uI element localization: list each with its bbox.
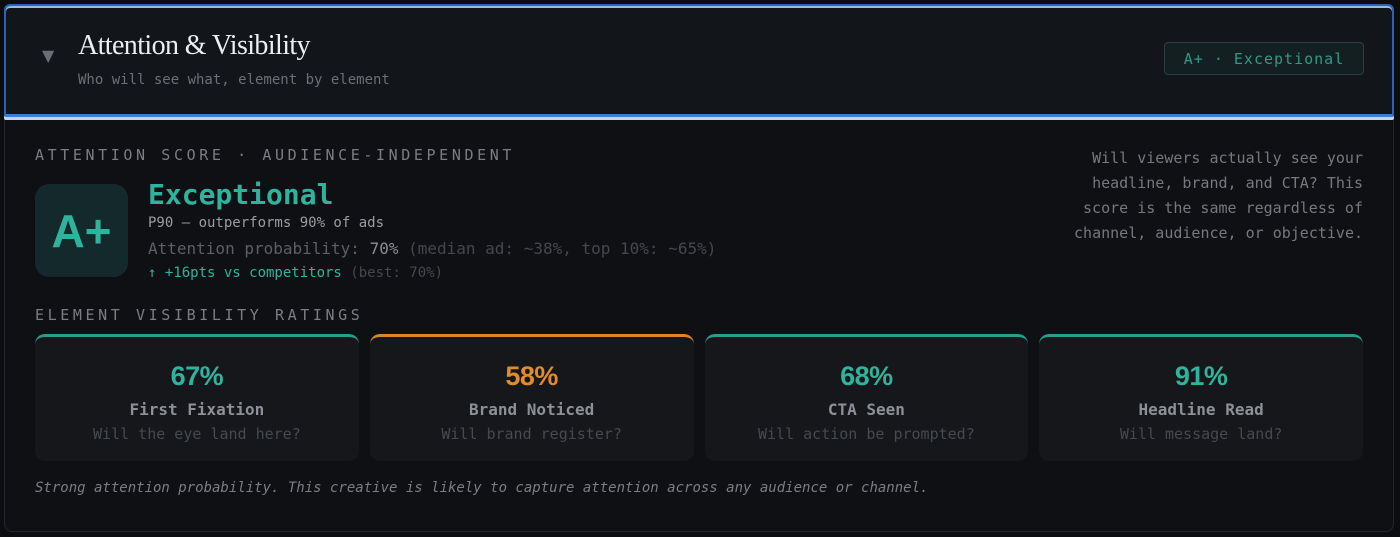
grade-badge: A+ · Exceptional [1164,42,1364,75]
rating-question: Will brand register? [441,425,622,443]
score-rating: Exceptional [148,178,334,211]
score-explanation: Will viewers actually see your headline,… [1074,149,1363,242]
rating-tile-headline-read[interactable]: 91% Headline Read Will message land? [1039,334,1363,461]
attention-probability: Attention probability: 70% (median ad: ~… [148,239,716,258]
rating-question: Will the eye land here? [93,425,301,443]
probability-value: 70% [369,239,399,258]
competitor-best: (best: 70%) [341,265,444,281]
rating-question: Will action be prompted? [758,425,975,443]
probability-context: (median ad: ~38%, top 10%: ~65%) [398,239,717,258]
section-subtitle: Who will see what, element by element [78,72,390,88]
element-ratings-label: ELEMENT VISIBILITY RATINGS [35,306,364,324]
rating-value: 91% [1174,361,1228,391]
collapse-chevron-icon[interactable]: ▼ [42,46,55,65]
rating-name: CTA Seen [827,400,905,419]
competitor-delta: ↑ +16pts vs competitors [148,265,342,281]
rating-value: 58% [505,361,558,391]
rating-name: Headline Read [1138,400,1264,419]
rating-tile-cta-seen[interactable]: 68% CTA Seen Will action be prompted? [704,334,1029,461]
rating-value: 68% [840,361,893,391]
rating-question: Will message land? [1119,425,1283,443]
rating-tile-first-fixation[interactable]: 67% First Fixation Will the eye land her… [35,334,359,461]
section-title: Attention & Visibility [78,30,311,61]
element-ratings-grid: 67% First Fixation Will the eye land her… [35,334,1363,461]
probability-label: Attention probability: [148,239,370,258]
percentile-text: P90 — outperforms 90% of ads [148,215,385,231]
rating-value: 67% [170,361,224,391]
rating-name: Brand Noticed [469,400,595,419]
attention-score-label: ATTENTION SCORE · AUDIENCE-INDEPENDENT [35,146,515,164]
competitor-comparison: ↑ +16pts vs competitors (best: 70%) [148,265,443,281]
grade-tile: A+ [35,184,128,277]
rating-name: First Fixation [129,400,265,419]
rating-tile-brand-noticed[interactable]: 58% Brand Noticed Will brand register? [369,334,694,461]
section-header-toggle[interactable]: ▼ Attention & Visibility Who will see wh… [4,4,1394,117]
summary-text: Strong attention probability. This creat… [35,480,929,496]
